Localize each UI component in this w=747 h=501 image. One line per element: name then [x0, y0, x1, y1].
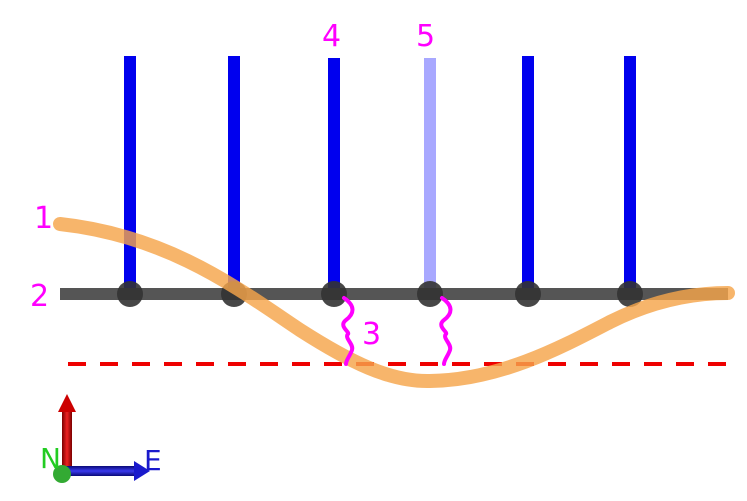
post-6 — [624, 56, 636, 294]
post-5 — [522, 56, 534, 294]
post-3 — [328, 58, 340, 294]
label-curve: 1 — [34, 201, 53, 236]
east-arrow-shaft — [66, 466, 136, 476]
axis-gizmo: N E — [40, 394, 162, 483]
label-post-5: 5 — [416, 19, 435, 54]
north-arrow-shaft — [62, 410, 72, 472]
gap-squiggle-2 — [441, 298, 450, 364]
post-1 — [124, 56, 136, 294]
posts-group — [124, 56, 636, 294]
post-4 — [424, 58, 436, 294]
label-post-4: 4 — [322, 19, 341, 54]
axis-label-north: N — [40, 442, 61, 475]
joint-5 — [515, 281, 541, 307]
joint-1 — [117, 281, 143, 307]
axis-label-east: E — [144, 444, 162, 477]
north-arrow-head — [58, 394, 76, 412]
label-gap: 3 — [362, 317, 381, 352]
label-baseline: 2 — [30, 279, 49, 314]
post-2 — [228, 56, 240, 294]
joint-4 — [417, 281, 443, 307]
joint-3 — [321, 281, 347, 307]
